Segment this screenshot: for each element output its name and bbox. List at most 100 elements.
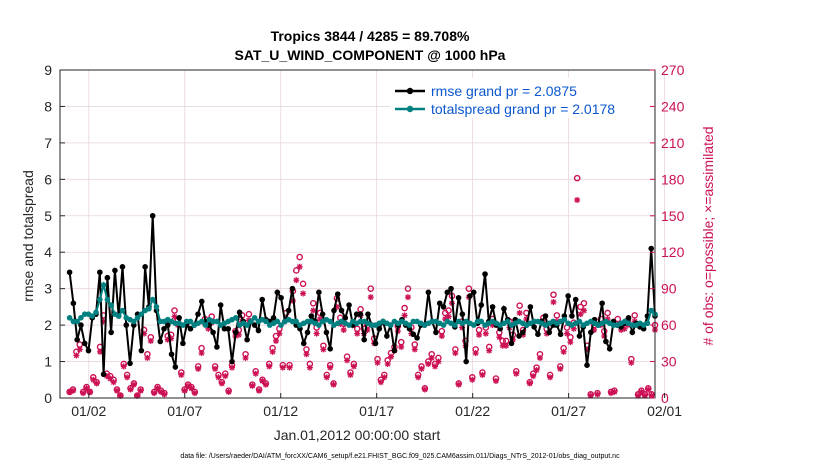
y-right-tick-label: 210 — [661, 135, 685, 151]
asterisk-stroke — [418, 366, 425, 372]
rmse-point — [161, 325, 167, 332]
asterisk-stroke — [469, 377, 475, 383]
obs-assimilated-marker — [557, 365, 564, 372]
asterisk-stroke — [297, 264, 303, 270]
totalspread-point — [278, 322, 284, 328]
rmse-point — [210, 329, 216, 336]
rmse-point — [436, 300, 443, 307]
asterisk-stroke — [645, 386, 651, 393]
y-tick-label: 2 — [44, 317, 52, 333]
obs-assimilated-marker — [252, 370, 259, 377]
obs-possible-marker — [401, 304, 408, 312]
obs-assimilated-marker — [404, 294, 411, 301]
obs-possible-marker — [296, 253, 303, 261]
obs-assimilated-marker — [398, 343, 405, 350]
obs-assimilated-marker — [472, 350, 479, 357]
obs-assimilated-marker — [516, 309, 523, 316]
asterisk-stroke — [429, 355, 435, 361]
obs-assimilated-marker — [215, 374, 222, 381]
totalspread-point — [452, 322, 458, 328]
asterisk-stroke — [181, 388, 188, 394]
rmse-point — [448, 285, 454, 292]
y-tick-label: 5 — [44, 208, 52, 224]
rmse-point — [365, 311, 371, 317]
y-right-tick-label: 30 — [661, 354, 677, 370]
x-tick-label: 01/02 — [71, 403, 106, 419]
rmse-point — [372, 340, 379, 347]
obs-assimilated-marker — [296, 263, 303, 270]
asterisk-stroke — [527, 380, 533, 387]
rmse-point — [606, 346, 613, 352]
rmse-point — [599, 300, 605, 307]
rmse-point — [542, 313, 549, 319]
rmse-point — [331, 307, 337, 314]
asterisk-stroke — [571, 326, 577, 332]
obs-assimilated-marker — [503, 342, 510, 349]
obs-assimilated-marker — [73, 352, 80, 359]
obs-assimilated-marker — [229, 364, 236, 371]
rmse-point — [123, 322, 130, 328]
asterisk-stroke — [317, 316, 323, 322]
y-tick-label: 9 — [44, 62, 52, 78]
obs-assimilated-marker — [93, 380, 100, 387]
rmse-point — [482, 271, 488, 277]
totalspread-point — [78, 315, 84, 321]
asterisk-stroke — [550, 299, 557, 305]
legend-spread-label: totalspread grand pr = 2.0178 — [431, 101, 615, 117]
axes: 0123456789030609012015018021024027001/02… — [44, 62, 684, 419]
plot-frame — [59, 69, 656, 399]
rmse-point — [176, 315, 182, 321]
rmse-point — [569, 313, 575, 319]
totalspread-point — [149, 296, 156, 303]
obs-assimilated-marker — [117, 392, 124, 399]
asterisk-stroke — [124, 374, 130, 381]
obs-assimilated-marker — [191, 390, 198, 397]
obs-assimilated-marker — [130, 381, 137, 388]
asterisk-stroke — [310, 307, 316, 314]
asterisk-stroke — [198, 350, 205, 356]
asterisk-stroke — [127, 386, 134, 393]
obs-assimilated-marker — [127, 386, 134, 393]
rmse-point — [463, 358, 469, 365]
totalspread-point — [115, 313, 122, 319]
obs-possible-marker — [293, 267, 300, 274]
rmse-point — [455, 294, 462, 301]
asterisk-stroke — [263, 381, 269, 388]
rmse-point — [489, 304, 496, 310]
asterisk-stroke — [273, 338, 279, 344]
asterisk-stroke — [378, 379, 384, 385]
y-right-tick-label: 180 — [661, 171, 685, 187]
asterisk-stroke — [212, 366, 218, 372]
asterisk-stroke — [280, 364, 286, 371]
asterisk-stroke — [533, 367, 540, 373]
rmse-point — [433, 329, 439, 336]
obs-assimilated-marker — [645, 386, 652, 393]
y-right-tick-label: 240 — [661, 98, 685, 114]
obs-assimilated-marker — [455, 381, 462, 388]
obs-assimilated-marker — [536, 354, 543, 361]
obs-possible-marker — [171, 307, 178, 314]
rmse-point — [323, 329, 330, 336]
obs-possible-marker — [367, 285, 375, 292]
asterisk-stroke — [215, 374, 222, 381]
totalspread-point — [504, 318, 511, 325]
rmse-point — [357, 311, 364, 317]
obs-assimilated-marker — [120, 363, 127, 370]
asterisk-stroke — [330, 381, 337, 388]
rmse-point — [119, 264, 126, 270]
obs-assimilated-marker — [310, 307, 317, 314]
obs-assimilated-marker — [560, 348, 567, 355]
rmse-point — [625, 315, 632, 321]
totalspread-point — [119, 307, 126, 314]
rmse-point — [270, 315, 277, 321]
obs-assimilated-marker — [580, 307, 587, 314]
asterisk-stroke — [249, 383, 255, 389]
obs-assimilated-marker — [415, 374, 422, 381]
y-tick-label: 0 — [44, 390, 52, 406]
asterisk-stroke — [324, 374, 330, 381]
asterisk-stroke — [236, 332, 242, 338]
asterisk-stroke — [94, 380, 100, 387]
rmse-point — [236, 309, 243, 316]
obs-possible-marker — [614, 315, 622, 323]
